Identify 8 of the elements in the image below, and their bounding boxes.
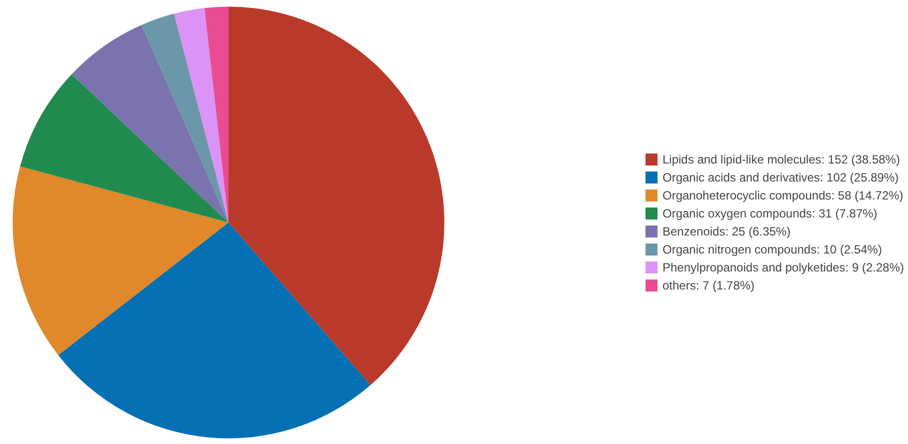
legend-label: Lipids and lipid-like molecules: 152 (38.58%): [662, 152, 900, 166]
legend-label: others: 7 (1.78%): [662, 278, 755, 292]
legend-label: Organic oxygen compounds: 31 (7.87%): [662, 206, 878, 220]
legend-label: Benzenoids: 25 (6.35%): [662, 224, 791, 238]
legend-label: Organic acids and derivatives: 102 (25.89%): [662, 170, 899, 184]
legend-label: Organoheterocyclic compounds: 58 (14.72%): [662, 188, 904, 202]
legend-label: Phenylpropanoids and polyketides: 9 (2.28%): [662, 260, 904, 274]
legend-label: Organic nitrogen compounds: 10 (2.54%): [662, 242, 882, 256]
